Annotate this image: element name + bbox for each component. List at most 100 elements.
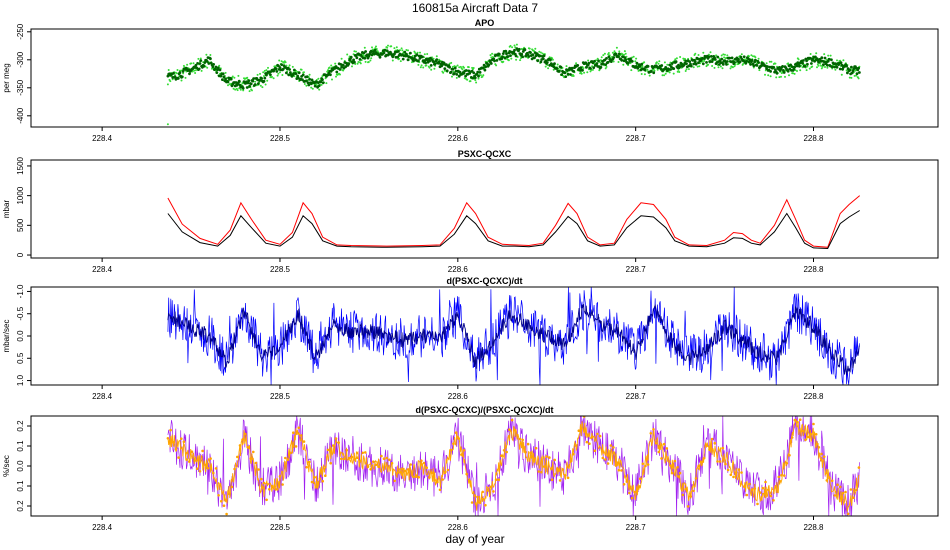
data-point xyxy=(329,461,333,465)
data-point xyxy=(718,57,721,60)
data-point xyxy=(501,55,504,59)
data-point xyxy=(560,73,564,76)
data-point xyxy=(606,462,610,465)
data-point xyxy=(337,441,341,445)
data-point xyxy=(596,432,599,436)
data-point xyxy=(481,66,485,70)
data-point xyxy=(721,63,725,66)
data-point xyxy=(390,45,393,48)
data-point xyxy=(623,53,626,56)
data-point xyxy=(810,62,813,65)
data-point xyxy=(806,62,809,66)
data-point xyxy=(801,61,804,65)
data-point xyxy=(541,52,544,55)
data-point xyxy=(286,458,290,461)
data-point xyxy=(263,75,265,77)
data-point xyxy=(265,69,268,72)
data-point xyxy=(334,437,338,440)
data-point xyxy=(303,83,306,85)
data-point xyxy=(580,427,583,430)
data-point xyxy=(190,450,194,454)
data-point xyxy=(475,81,478,84)
data-point xyxy=(390,461,394,465)
data-point xyxy=(583,71,586,74)
data-point xyxy=(305,84,308,87)
data-point xyxy=(188,72,191,76)
data-point xyxy=(285,71,288,75)
data-point xyxy=(833,65,836,69)
data-point xyxy=(732,475,735,479)
data-point xyxy=(544,65,547,68)
data-point xyxy=(858,71,861,74)
data-point xyxy=(218,68,222,72)
data-point xyxy=(634,65,638,68)
data-point xyxy=(575,62,578,65)
data-point xyxy=(244,432,247,436)
y-tick-label: -250 xyxy=(16,23,25,40)
data-point xyxy=(441,478,445,481)
data-point xyxy=(285,64,288,67)
x-tick-label: 228.4 xyxy=(92,265,113,274)
data-point xyxy=(790,65,794,69)
data-point xyxy=(705,61,708,64)
data-point xyxy=(352,58,355,62)
data-point xyxy=(533,56,536,60)
y-tick-label: 1.0 xyxy=(16,374,25,386)
data-point xyxy=(539,60,543,64)
data-point xyxy=(641,65,644,68)
data-point xyxy=(729,67,732,70)
data-point xyxy=(182,72,185,75)
data-point xyxy=(414,475,418,479)
data-point xyxy=(307,83,311,87)
data-point xyxy=(602,54,605,57)
data-point xyxy=(502,449,506,452)
data-point xyxy=(848,76,851,79)
data-point xyxy=(824,66,826,68)
panel-title: PSXC-QCXC xyxy=(458,149,512,159)
data-point xyxy=(804,438,807,442)
x-tick-label: 228.4 xyxy=(92,134,113,143)
data-point xyxy=(769,70,772,73)
data-point xyxy=(582,67,585,70)
data-point xyxy=(372,460,375,464)
data-point xyxy=(840,63,844,67)
data-point xyxy=(405,49,408,51)
data-point xyxy=(326,448,330,452)
data-point xyxy=(369,468,373,471)
data-point xyxy=(797,58,800,61)
data-point xyxy=(747,60,751,64)
data-point xyxy=(697,464,701,468)
data-point xyxy=(692,66,695,69)
y-tick-label: 500 xyxy=(16,218,25,232)
data-point xyxy=(717,63,721,66)
data-point xyxy=(805,59,808,63)
data-point xyxy=(276,488,279,491)
data-point xyxy=(745,59,748,63)
data-point xyxy=(353,60,356,64)
data-point xyxy=(414,52,417,54)
data-point xyxy=(809,432,813,436)
data-point xyxy=(577,429,581,433)
data-point xyxy=(224,77,228,81)
data-point xyxy=(604,63,608,66)
data-point xyxy=(262,71,265,74)
data-point xyxy=(553,458,556,462)
data-point xyxy=(252,450,255,454)
data-point xyxy=(838,485,842,489)
data-point xyxy=(206,466,210,470)
data-point xyxy=(448,62,451,65)
data-point xyxy=(396,471,399,475)
data-point xyxy=(539,51,542,54)
data-point xyxy=(793,65,796,69)
data-point xyxy=(820,56,824,60)
data-point xyxy=(342,457,346,461)
data-point xyxy=(463,66,465,69)
data-point xyxy=(358,460,362,463)
data-point xyxy=(403,50,407,54)
data-point xyxy=(821,65,824,68)
data-point xyxy=(630,69,633,72)
data-point xyxy=(845,64,848,68)
data-point xyxy=(247,79,251,83)
data-point xyxy=(179,69,182,72)
data-point xyxy=(341,63,345,67)
